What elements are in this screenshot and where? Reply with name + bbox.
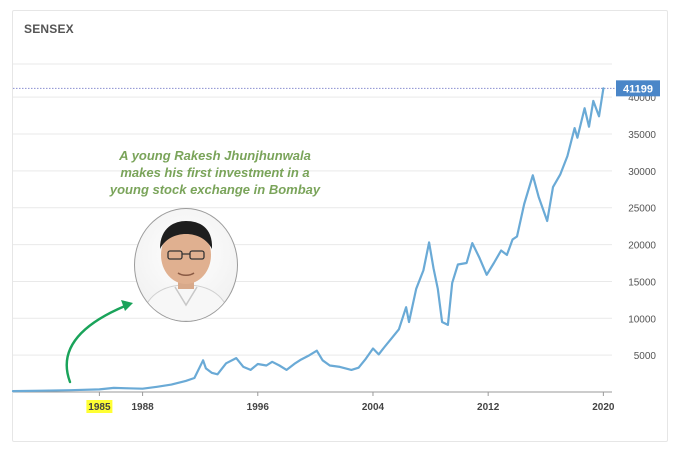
sensex-series-line	[11, 87, 605, 393]
annotation-text: A young Rakesh Jhunjhunwala makes his fi…	[80, 147, 350, 198]
current-value-marker: 41199	[13, 80, 660, 97]
y-tick-label: 30000	[628, 167, 656, 178]
x-tick-label: 2012	[477, 402, 500, 413]
y-axis-ticks: 5000 10000 15000 20000 25000 30000 35000 40000	[628, 93, 656, 362]
gridlines	[13, 63, 612, 356]
current-value-badge	[616, 80, 660, 97]
y-tick-label: 15000	[628, 277, 656, 288]
x-tick-label: 2004	[362, 402, 385, 413]
annotation-line: A young Rakesh Jhunjhunwala	[119, 148, 311, 163]
y-tick-label: 40000	[628, 93, 656, 104]
x-tick-label: 2020	[592, 402, 615, 413]
portrait-illustration	[140, 221, 232, 321]
y-tick-label: 10000	[628, 314, 656, 325]
x-tick-label: 1988	[131, 402, 154, 413]
x-axis-ticks: 1985 1988 1996 2004 2012 2020	[13, 391, 615, 413]
current-value-label: 41199	[623, 83, 653, 95]
x-tick-label: 1996	[247, 402, 270, 413]
annotation-line: young stock exchange in Bombay	[109, 182, 321, 197]
portrait-image	[134, 208, 238, 322]
x-tick-label: 1985	[88, 402, 111, 413]
chart-card	[12, 10, 668, 442]
y-tick-label: 25000	[628, 204, 656, 215]
pointer-arrow-head	[121, 300, 133, 311]
y-tick-label: 5000	[634, 351, 657, 362]
x-tick-highlight	[86, 400, 113, 413]
chart-title: SENSEX	[24, 22, 74, 36]
y-tick-label: 35000	[628, 130, 656, 141]
annotation-line: makes his first investment in a	[120, 165, 310, 180]
y-tick-label: 20000	[628, 241, 656, 252]
pointer-arrow	[65, 304, 127, 384]
